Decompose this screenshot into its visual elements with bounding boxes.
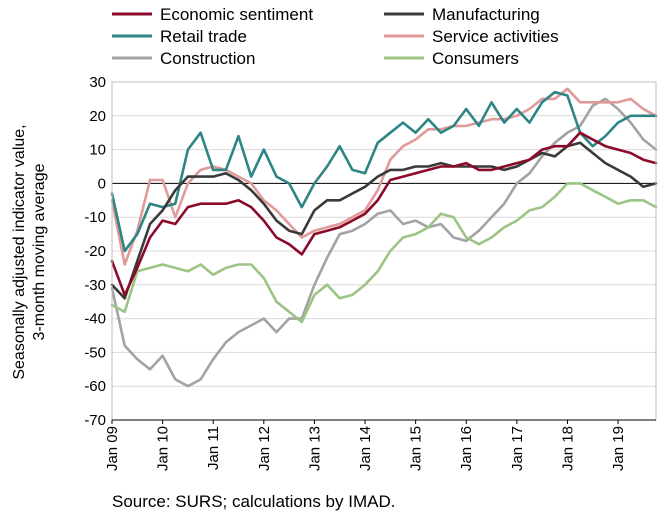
y-tick-label: -40 — [84, 311, 106, 328]
x-tick-label: Jan 17 — [509, 426, 526, 471]
y-tick-label: -70 — [84, 412, 106, 429]
legend-label: Economic sentiment — [160, 5, 313, 24]
y-tick-label: 10 — [89, 142, 106, 159]
legend-label: Construction — [160, 49, 255, 68]
x-tick-label: Jan 11 — [205, 426, 222, 470]
y-tick-label: -60 — [84, 378, 106, 395]
x-tick-label: Jan 13 — [306, 426, 323, 471]
x-tick-label: Jan 12 — [256, 426, 273, 471]
y-tick-label: 0 — [98, 175, 106, 192]
series-line-economic-sentiment — [110, 131, 658, 297]
legend-label: Service activities — [432, 27, 559, 46]
y-tick-label: -10 — [84, 209, 106, 226]
legend-label: Manufacturing — [432, 5, 540, 24]
source-note: Source: SURS; calculations by IMAD. — [112, 492, 395, 511]
series-line-manufacturing — [110, 141, 658, 300]
gridlines — [112, 81, 656, 421]
legend-label: Consumers — [432, 49, 519, 68]
x-tick-label: Jan 16 — [458, 426, 475, 471]
series-line-consumers — [110, 182, 658, 324]
y-tick-label: -30 — [84, 277, 106, 294]
y-axis-title-line-2: 3-month moving average — [31, 163, 48, 340]
x-tick-label: Jan 18 — [559, 426, 576, 471]
legend-label: Retail trade — [160, 27, 247, 46]
x-tick-label: Jan 10 — [155, 426, 172, 471]
series-line-construction — [110, 97, 658, 388]
x-tick-label: Jan 14 — [357, 426, 374, 471]
y-tick-label: 20 — [89, 108, 106, 125]
y-tick-label: 30 — [89, 74, 106, 91]
series-layer — [110, 87, 658, 388]
x-tick-label: Jan 15 — [408, 426, 425, 471]
y-axis-title-line-1: Seasonally adjusted indicator value, — [11, 124, 28, 379]
series-line-retail-trade — [110, 90, 658, 253]
y-tick-label: -50 — [84, 344, 106, 361]
x-tick-label: Jan 09 — [104, 426, 121, 471]
x-tick-label: Jan 19 — [610, 426, 627, 471]
legend: Economic sentiment Manufacturing Retail tr… — [112, 5, 559, 68]
series-line-service-activities — [110, 87, 658, 266]
y-tick-label: -20 — [84, 243, 106, 260]
